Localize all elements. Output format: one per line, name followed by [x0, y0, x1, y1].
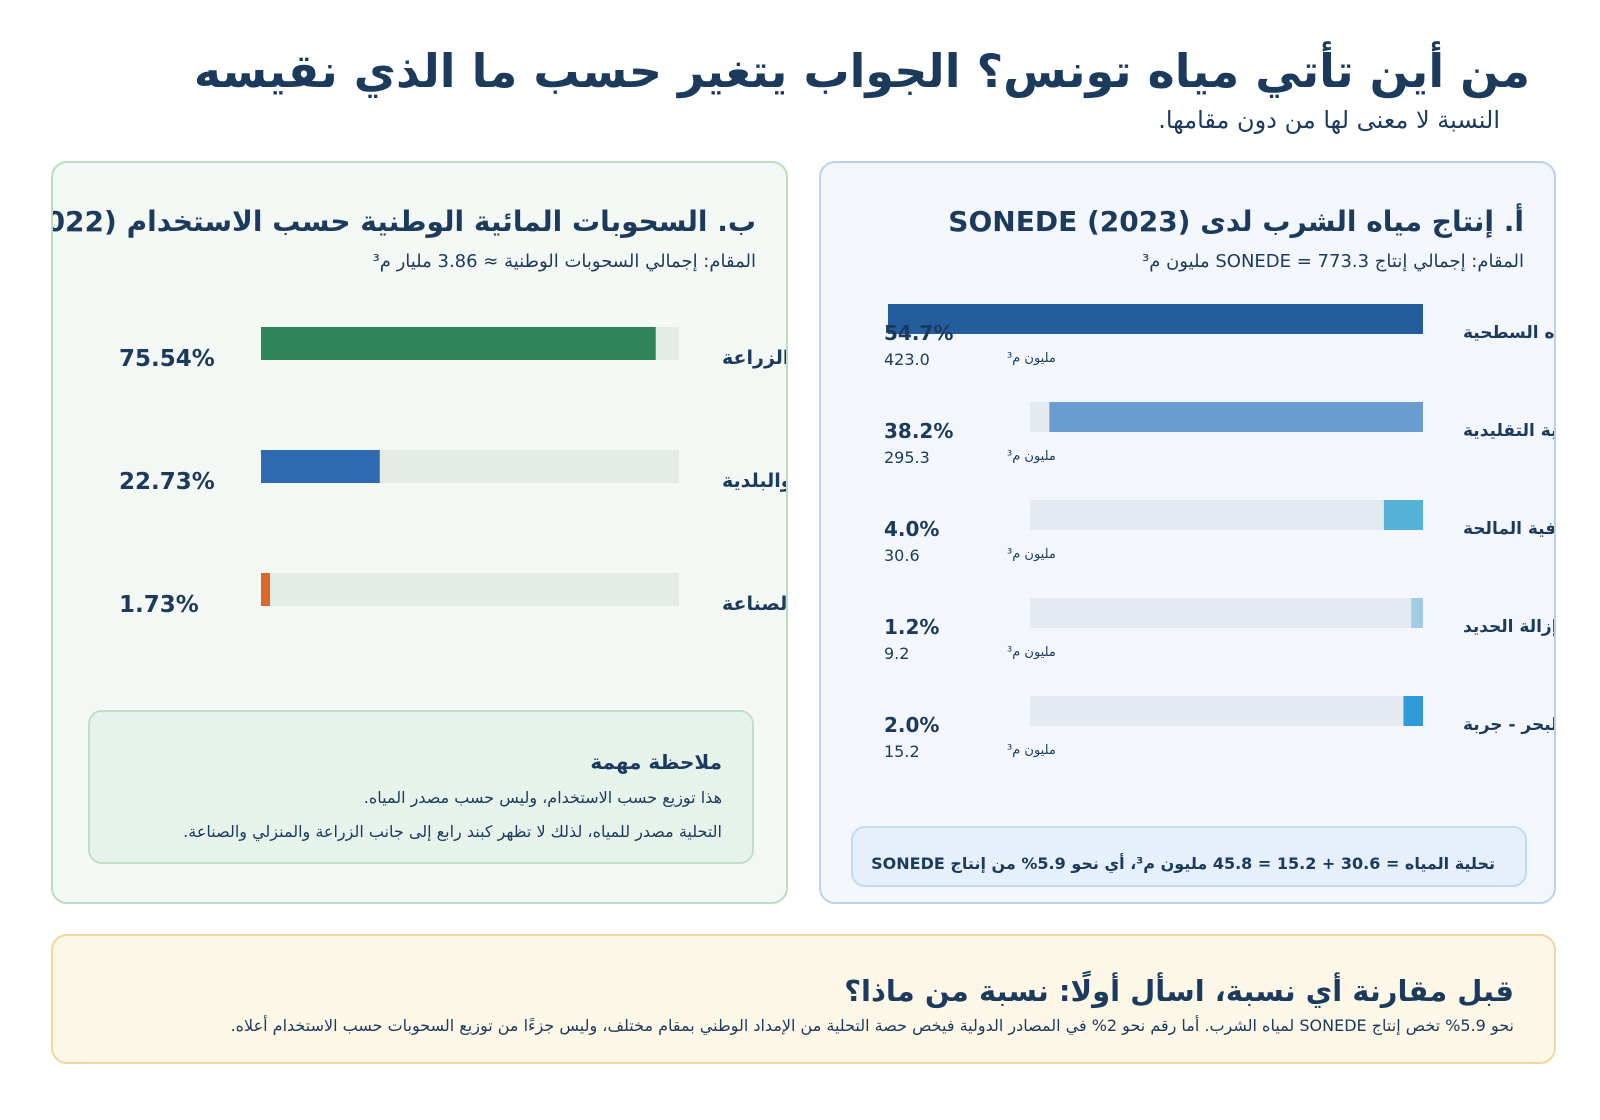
category-label: المياه السطحية	[1463, 323, 1556, 343]
volume-label: 30.6	[884, 546, 920, 565]
volume-label: 423.0	[884, 350, 930, 369]
bar	[1403, 696, 1423, 726]
value-label: 2.0%	[884, 713, 939, 737]
panel-a-denominator: المقام: إجمالي إنتاج SONEDE = 773.3 مليو…	[1141, 251, 1524, 272]
key-question-box: قبل مقارنة أي نسبة، اسأل أولًا: نسبة من …	[51, 934, 1556, 1064]
bar	[1411, 598, 1423, 628]
category-label: الزراعة	[722, 347, 788, 369]
page-subtitle: النسبة لا معنى لها من دون مقامها.	[1158, 106, 1500, 134]
category-label: الاستخدامات المنزلية والبلدية	[722, 470, 788, 492]
value-label: 1.73%	[119, 592, 199, 618]
value-label: 1.2%	[884, 615, 939, 639]
panel-b-title: ب. السحوبات المائية الوطنية حسب الاستخدا…	[53, 205, 756, 238]
important-note-box: ملاحظة مهمة هذا توزيع حسب الاستخدام، ولي…	[88, 710, 754, 864]
panel-national-withdrawals: الزراعة 75.54% الاستخدامات المنزلية والبلد…	[51, 161, 788, 904]
note-line-2: التحلية مصدر للمياه، لذلك لا تظهر كبند ر…	[183, 822, 722, 841]
value-label: 75.54%	[119, 346, 215, 372]
sonede-bar-chart: المياه السطحية 54.7% 423.0 مليون م³ المياه ا…	[884, 304, 1556, 761]
value-label: 38.2%	[884, 419, 953, 443]
volume-label: 15.2	[884, 742, 920, 761]
bar	[261, 327, 656, 360]
panel-b-denominator: المقام: إجمالي السحوبات الوطنية ≈ 3.86 م…	[372, 251, 756, 272]
category-label: تحلية مياه البحر - جربة	[1463, 715, 1556, 735]
bar	[261, 450, 380, 483]
page-title: من أين تأتي مياه تونس؟ الجواب يتغير حسب …	[193, 44, 1530, 98]
volume-unit-label: مليون م³	[1007, 351, 1056, 366]
bar	[1049, 402, 1423, 432]
volume-label: 295.3	[884, 448, 930, 467]
panel-a-title: أ. إنتاج مياه الشرب لدى SONEDE (2023)	[948, 205, 1524, 238]
key-question-title: قبل مقارنة أي نسبة، اسأل أولًا: نسبة من …	[844, 974, 1514, 1008]
category-label: تحلية المياه الجوفية المالحة	[1463, 519, 1556, 539]
volume-unit-label: مليون م³	[1007, 743, 1056, 758]
value-label: 54.7%	[884, 321, 953, 345]
bar-track	[1030, 598, 1423, 628]
key-question-text: نحو 5.9% تخص إنتاج SONEDE لمياه الشرب. أ…	[230, 1016, 1514, 1035]
category-label: الصناعة	[722, 593, 788, 615]
withdrawals-bar-chart: الزراعة 75.54% الاستخدامات المنزلية والبلد…	[119, 327, 788, 618]
desalination-formula-box: تحلية المياه = 30.6 + 15.2 = 45.8 مليون …	[851, 826, 1527, 887]
bar	[888, 304, 1423, 334]
panel-sonede-production: المياه السطحية 54.7% 423.0 مليون م³ المياه ا…	[819, 161, 1556, 904]
volume-unit-label: مليون م³	[1007, 547, 1056, 562]
volume-unit-label: مليون م³	[1007, 645, 1056, 660]
bar-track	[1030, 696, 1423, 726]
note-title: ملاحظة مهمة	[590, 750, 722, 774]
volume-label: 9.2	[884, 644, 909, 663]
category-label: إزالة الحديد	[1463, 617, 1556, 637]
category-label: المياه الجوفية التقليدية	[1463, 421, 1556, 441]
bar	[1383, 500, 1423, 530]
value-label: 4.0%	[884, 517, 939, 541]
bar-track	[261, 573, 679, 606]
volume-unit-label: مليون م³	[1007, 449, 1056, 464]
bar-track	[1030, 500, 1423, 530]
bar	[261, 573, 271, 606]
desalination-formula: تحلية المياه = 30.6 + 15.2 = 45.8 مليون …	[871, 854, 1495, 873]
note-line-1: هذا توزيع حسب الاستخدام، وليس حسب مصدر ا…	[363, 788, 722, 807]
value-label: 22.73%	[119, 469, 215, 495]
